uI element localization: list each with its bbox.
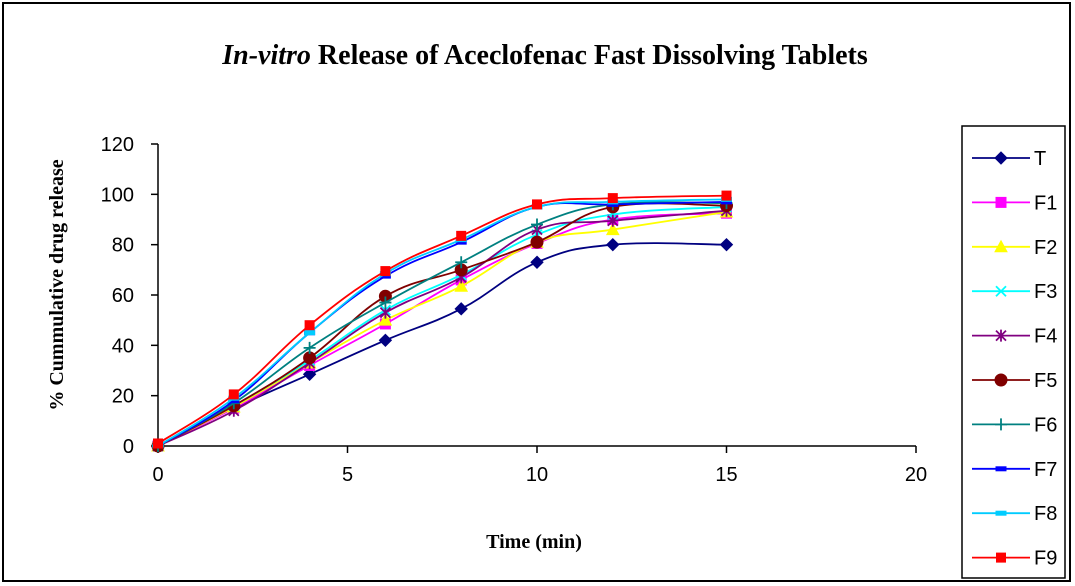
legend-label: F8 [1034,503,1057,525]
legend-label: F7 [1034,459,1057,481]
data-point-f2 [454,279,469,292]
legend-marker [995,510,1007,516]
series-line-f8 [157,198,727,447]
legend-item-f4: F4 [972,326,1057,348]
data-point-f2 [605,222,620,236]
data-point-f9 [607,193,618,204]
data-point-f9 [532,199,542,210]
legend-marker [995,196,1007,208]
x-tick-label: 10 [526,464,548,486]
legend-marker [995,418,1007,431]
chart-title-rest: Release of Aceclofenac Fast Dissolving T… [318,40,868,71]
legend-item-f2: F2 [972,237,1057,259]
y-tick-label: 80 [112,235,134,257]
series-layer [151,190,734,453]
legend-box [961,125,1066,579]
legend-label: F9 [1034,548,1057,570]
y-tick-label: 0 [123,436,134,458]
x-tick-label: 5 [342,464,353,486]
legend-marker [994,239,1008,253]
data-point-f9 [304,320,315,331]
legend-label: F2 [1034,237,1057,259]
series-f8 [152,196,732,449]
legend-item-f1: F1 [972,192,1057,214]
x-tick-label: 20 [905,464,927,486]
data-point-t [606,237,620,252]
series-f6 [152,197,733,452]
legend-marker [994,151,1008,165]
data-point-t [378,333,393,348]
y-axis-label: % Cummulative drug release [46,159,68,410]
data-point-t [302,367,317,381]
data-point-f6 [455,256,468,269]
series-line-f7 [157,200,727,447]
legend-label: F3 [1034,281,1057,303]
legend-marker [995,329,1007,342]
series-line-f6 [157,201,727,447]
series-line-f5 [157,202,727,447]
data-point-t [454,302,468,316]
legend-marker [995,466,1007,472]
legend-item-f7: F7 [972,459,1057,481]
legend-label: F6 [1034,414,1057,436]
legend-item-f6: F6 [972,414,1057,436]
x-tick-label: 0 [152,464,163,486]
series-f3 [152,201,733,452]
legend-label: F1 [1034,192,1057,214]
data-point-f9 [228,389,239,400]
data-point-f4 [379,306,392,319]
series-line-t [157,242,727,447]
data-point-f2 [378,313,393,326]
x-ticks: 0 5 10 15 20 [152,446,927,486]
series-t [151,237,734,453]
data-point-f5 [530,235,544,249]
legend-marker [994,373,1008,387]
legend-item-f5: F5 [972,370,1057,392]
data-point-f9 [456,230,467,241]
legend: T F1 F2 F3 F4 F5 F6 F7 F8 F9 [961,125,1066,579]
series-f5 [151,199,733,453]
legend-marker [996,552,1006,563]
series-f9 [153,190,732,449]
chart-title: In-vitro Release of Aceclofenac Fast Dis… [221,40,868,71]
data-point-t [530,255,544,269]
legend-item-f9: F9 [972,548,1057,570]
chart-title-prefix: In-vitro [221,40,311,71]
data-point-f6 [303,341,316,354]
legend-label: F4 [1034,326,1057,348]
y-tick-label: 40 [112,335,134,357]
data-point-f9 [721,190,732,201]
legend-marker [995,285,1007,297]
legend-label: F5 [1034,370,1057,392]
axes [157,144,916,447]
data-point-f9 [380,266,391,277]
x-tick-label: 15 [715,464,737,486]
legend-label: T [1034,148,1046,170]
legend-item-f8: F8 [972,503,1057,525]
data-point-f6 [379,296,392,309]
series-f4 [152,204,733,452]
y-tick-label: 60 [112,285,134,307]
series-line-f4 [157,209,727,447]
legend-item-t: T [972,148,1046,170]
series-f7 [152,199,732,449]
legend-item-f3: F3 [972,281,1057,303]
y-ticks: 0 20 40 60 80 100 120 [101,134,158,458]
data-point-f4 [607,214,619,227]
data-point-f6 [531,218,543,231]
data-point-t [719,237,734,252]
data-point-f9 [153,438,163,449]
y-tick-label: 120 [101,134,134,156]
y-tick-label: 100 [101,184,134,206]
x-axis-label: Time (min) [486,531,582,553]
data-point-f8 [304,330,316,336]
y-tick-label: 20 [112,386,134,408]
